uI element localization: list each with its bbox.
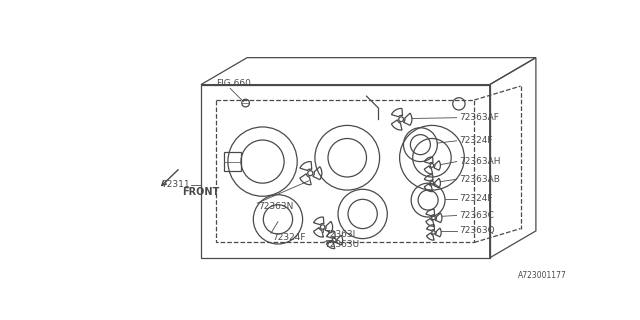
Text: 72311: 72311 <box>161 180 189 189</box>
Text: 72363C: 72363C <box>459 211 494 220</box>
Text: 72324F: 72324F <box>273 233 306 242</box>
Bar <box>224 152 241 171</box>
Text: 72363AF: 72363AF <box>459 113 499 122</box>
Text: FIG.660: FIG.660 <box>216 78 252 88</box>
Text: 72363AH: 72363AH <box>459 157 500 166</box>
Text: 72324F: 72324F <box>459 136 492 145</box>
Text: 72363U: 72363U <box>324 240 359 249</box>
Text: A723001177: A723001177 <box>518 271 566 280</box>
Text: 72363N: 72363N <box>259 202 294 211</box>
Text: FRONT: FRONT <box>182 188 219 197</box>
Text: 72363Q: 72363Q <box>459 227 495 236</box>
Text: 72363I: 72363I <box>324 230 355 239</box>
Text: 72363AB: 72363AB <box>459 175 500 184</box>
Text: 72324F: 72324F <box>459 194 492 203</box>
